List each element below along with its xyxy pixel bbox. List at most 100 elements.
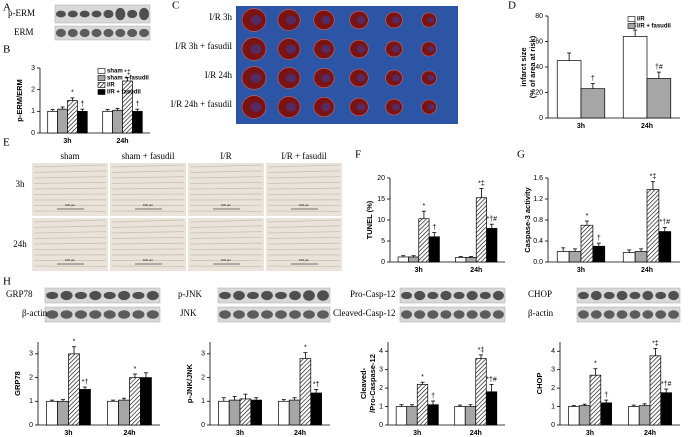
bar bbox=[427, 404, 439, 426]
legend-label: sham + fasudil bbox=[107, 76, 149, 82]
blot-band bbox=[642, 310, 654, 319]
y-tick-label: 0 bbox=[551, 422, 555, 429]
y-tick-label: 1 bbox=[551, 403, 555, 410]
blot-band bbox=[55, 10, 66, 18]
blot-band bbox=[492, 290, 504, 301]
heart-slice-core bbox=[356, 74, 366, 82]
significance-mark: † bbox=[80, 101, 84, 108]
heart-row-label: I/R 24h + fasudil bbox=[171, 99, 233, 109]
blot-strip bbox=[576, 287, 681, 304]
blot-band bbox=[115, 7, 126, 21]
y-tick-label: 3 bbox=[31, 65, 35, 72]
significance-mark: *‡ bbox=[124, 70, 131, 77]
blot-band bbox=[261, 310, 273, 319]
bar bbox=[628, 406, 640, 426]
bar bbox=[406, 406, 418, 426]
y-tick-label: 0.8 bbox=[533, 217, 543, 224]
bar bbox=[129, 377, 141, 426]
heart-slice-core bbox=[356, 45, 366, 53]
bar bbox=[578, 405, 591, 426]
bar bbox=[67, 100, 78, 134]
blot-band bbox=[67, 10, 78, 18]
significance-mark: * bbox=[304, 345, 307, 352]
x-tick-label: 24h bbox=[641, 123, 653, 130]
bar bbox=[107, 400, 119, 426]
blot-band bbox=[642, 290, 654, 301]
blot-band bbox=[91, 28, 102, 38]
heart-row-label: I/R 3h + fasudil bbox=[175, 41, 232, 51]
blot-strip bbox=[217, 306, 331, 323]
bar bbox=[580, 88, 606, 119]
y-axis-label: infarct size bbox=[519, 47, 528, 86]
blot-strip bbox=[399, 287, 506, 304]
blot-band bbox=[247, 291, 259, 300]
heart-slice-core bbox=[321, 15, 331, 25]
bar bbox=[464, 406, 477, 426]
bar bbox=[454, 406, 466, 426]
heart-row-label: I/R 3h bbox=[209, 12, 232, 22]
bar bbox=[118, 399, 130, 426]
blot-band bbox=[629, 291, 641, 300]
fiber bbox=[267, 193, 341, 195]
y-tick-label: 1 bbox=[31, 108, 35, 115]
blot-label: CHOP bbox=[528, 289, 552, 299]
blot-band bbox=[132, 291, 145, 300]
x-tick-label: 3h bbox=[415, 267, 423, 274]
blot-label: β-actin bbox=[22, 308, 48, 318]
fiber bbox=[267, 248, 341, 250]
blot-band bbox=[578, 291, 589, 300]
heart-slice-core bbox=[250, 102, 262, 112]
blot-strip bbox=[44, 306, 161, 323]
blot-label: β-actin bbox=[528, 308, 554, 318]
bar bbox=[634, 251, 648, 263]
heart-slice-core bbox=[286, 73, 296, 83]
x-tick-label: 24h bbox=[116, 138, 128, 145]
blot-label: GRP78 bbox=[6, 289, 33, 299]
y-tick-label: 0 bbox=[539, 115, 543, 122]
x-tick-label: 3h bbox=[413, 430, 421, 437]
bar bbox=[132, 110, 143, 134]
blot-strip bbox=[217, 287, 331, 304]
significance-mark: *‡ bbox=[650, 174, 657, 181]
scale-bar-label: 100 μm bbox=[65, 203, 76, 207]
y-tick-label: 2 bbox=[29, 374, 33, 381]
y-axis-label: GRP78 bbox=[13, 371, 22, 396]
blot-band bbox=[233, 310, 245, 319]
y-axis-label: (% of area at risk) bbox=[528, 35, 537, 98]
bar bbox=[556, 251, 570, 263]
fiber bbox=[33, 242, 107, 245]
heart-slice-core bbox=[286, 44, 296, 54]
blot-band bbox=[629, 310, 641, 319]
bar bbox=[589, 374, 602, 426]
blot-band bbox=[668, 310, 679, 319]
x-tick-label: 3h bbox=[236, 430, 244, 437]
significance-mark: †# bbox=[655, 64, 663, 71]
blot-band bbox=[616, 310, 628, 319]
significance-mark: * bbox=[71, 90, 74, 97]
fiber bbox=[189, 248, 263, 250]
heart-slice-core bbox=[356, 16, 366, 24]
blot-band bbox=[590, 290, 602, 301]
heart-slice-core bbox=[427, 46, 435, 52]
blot-band bbox=[146, 310, 159, 319]
bar bbox=[57, 400, 69, 426]
significance-mark: *‡ bbox=[478, 347, 485, 354]
bar bbox=[140, 377, 152, 426]
y-axis-label: CHOP bbox=[535, 373, 544, 395]
fiber bbox=[33, 187, 107, 190]
heart-slice-core bbox=[427, 17, 435, 23]
blot-band bbox=[453, 291, 465, 300]
blot-label: JNK bbox=[180, 308, 197, 318]
blot-band bbox=[275, 310, 287, 319]
bar bbox=[77, 110, 88, 134]
blot-band bbox=[103, 291, 116, 300]
blot-band bbox=[427, 291, 439, 300]
fiber bbox=[33, 164, 107, 168]
legend-label: sham bbox=[107, 69, 123, 75]
fiber bbox=[267, 219, 341, 223]
scale-bar-label: 100 μm bbox=[143, 258, 154, 262]
blot-band bbox=[67, 28, 78, 38]
blot-strip bbox=[576, 306, 681, 323]
fiber bbox=[189, 170, 263, 173]
heart-slice-core bbox=[321, 102, 331, 112]
